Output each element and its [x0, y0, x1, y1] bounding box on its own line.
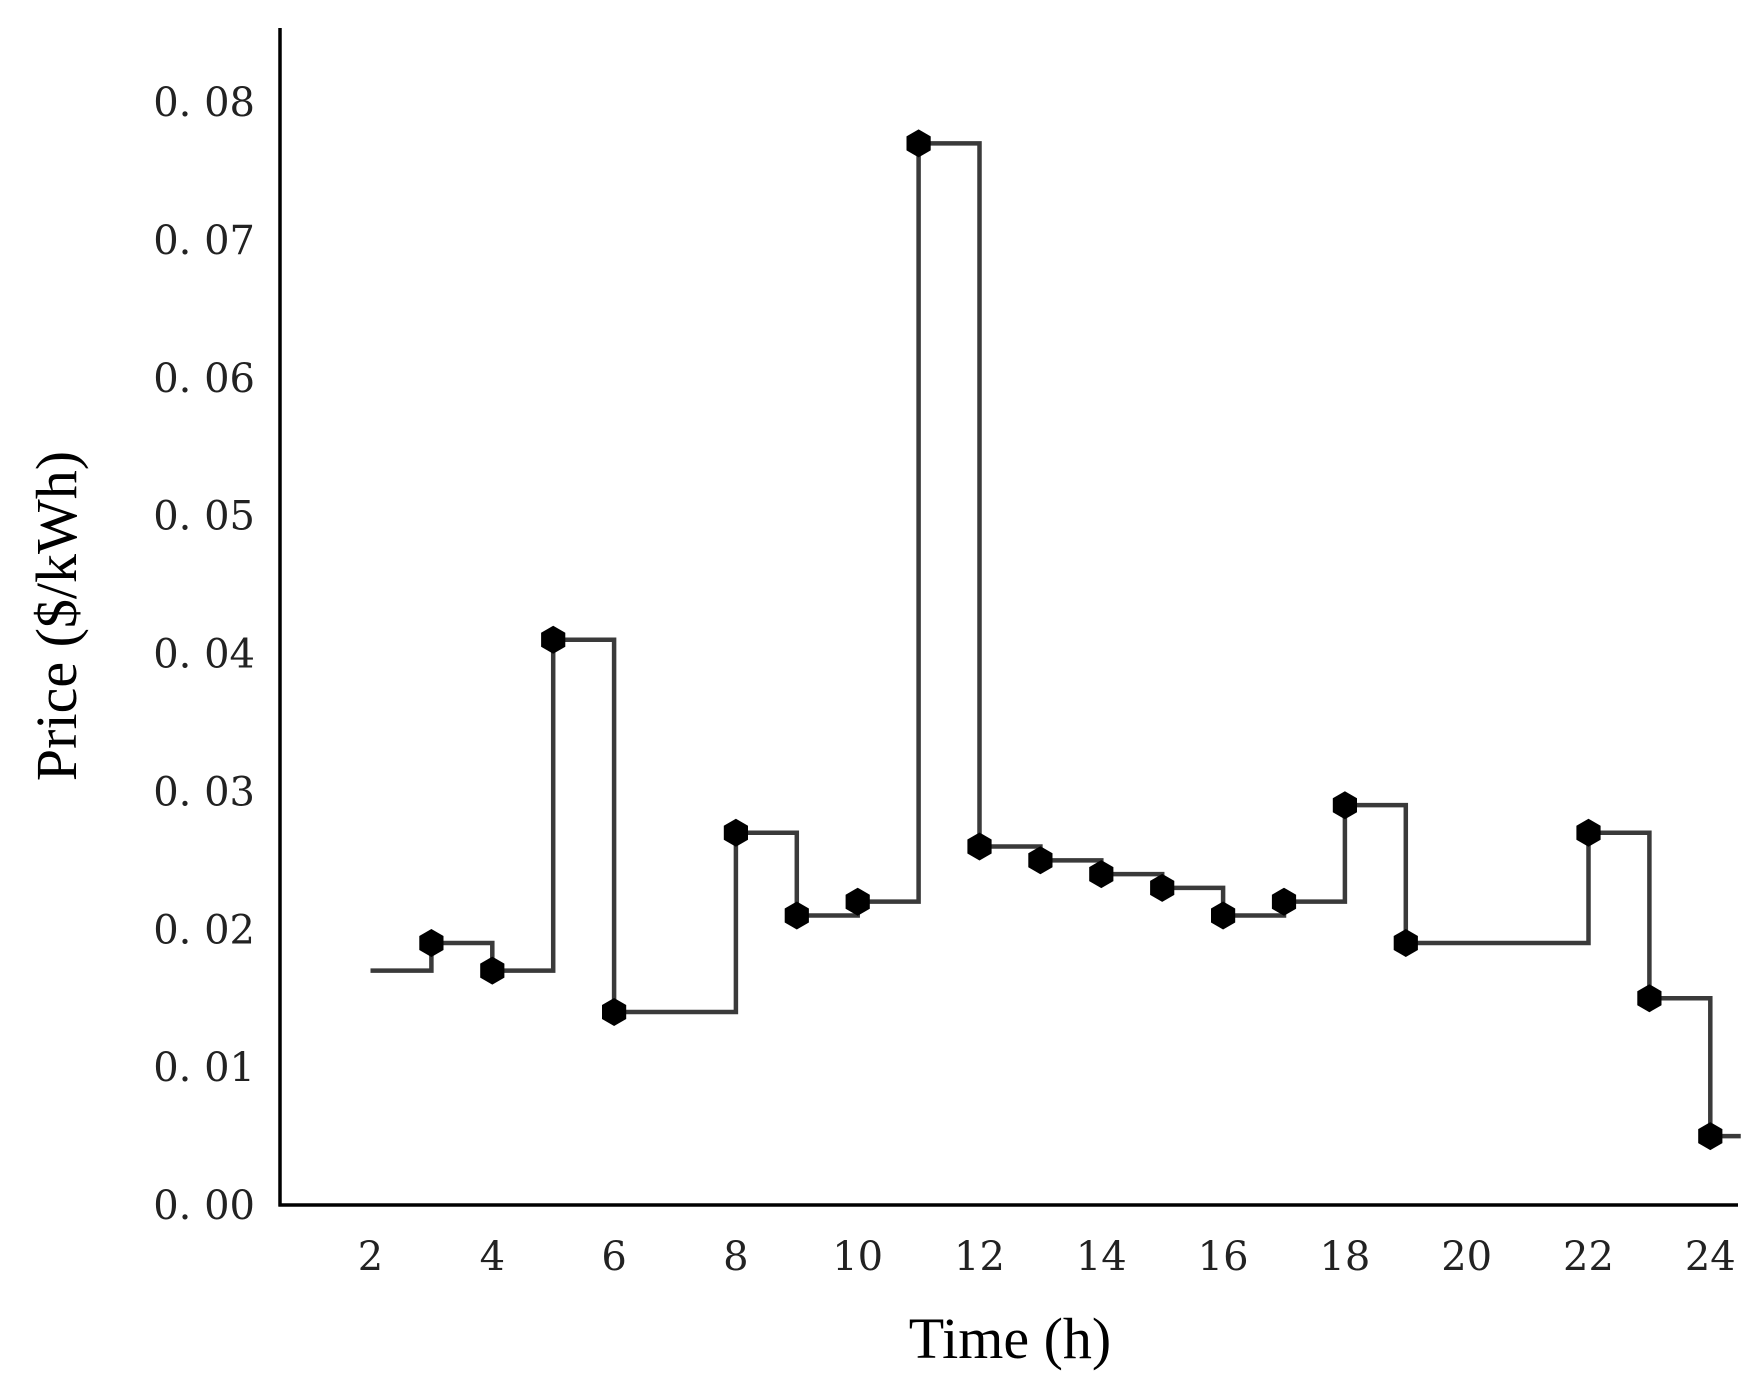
data-point-marker [1576, 818, 1601, 847]
y-tick-label: 0. 01 [153, 1045, 255, 1091]
x-tick-label: 4 [480, 1234, 505, 1280]
y-tick-label: 0. 08 [153, 80, 255, 126]
x-tick-label: 6 [601, 1234, 626, 1280]
x-tick-label: 12 [954, 1234, 1005, 1280]
series-layer [370, 141, 1741, 1139]
x-tick-label: 22 [1563, 1234, 1614, 1280]
data-point-marker [845, 887, 870, 916]
data-point-marker [1271, 887, 1297, 916]
x-tick-label: 10 [832, 1234, 883, 1280]
data-point-marker [602, 998, 627, 1026]
y-tick-label: 0. 00 [153, 1183, 255, 1229]
x-tick-label: 24 [1685, 1234, 1736, 1280]
data-point-marker [1150, 873, 1175, 902]
y-tick-label: 0. 06 [153, 356, 255, 402]
data-point-marker [1211, 901, 1236, 930]
marker-layer [419, 129, 1723, 1151]
y-tick-label: 0. 05 [153, 494, 255, 540]
data-point-marker [1089, 860, 1114, 889]
data-point-marker [541, 625, 566, 654]
price-series-line [370, 141, 1741, 1139]
x-tick-label: 14 [1076, 1234, 1127, 1280]
y-tick-label: 0. 04 [153, 632, 255, 678]
x-tick-label: 8 [723, 1234, 748, 1280]
y-tick-label: 0. 02 [153, 907, 255, 953]
data-point-marker [1698, 1122, 1723, 1151]
data-point-marker [1332, 791, 1357, 820]
y-tick-labels: 0. 00 0. 01 0. 02 0. 03 0. 04 0. 05 0. 06 0. 07… [153, 80, 255, 1229]
y-tick-label: 0. 07 [153, 218, 255, 264]
data-point-marker [1393, 929, 1418, 957]
y-axis-title: Price ($/kWh) [24, 451, 89, 781]
data-point-marker [784, 901, 809, 930]
data-point-marker [419, 929, 444, 957]
data-point-marker [906, 129, 931, 158]
data-point-marker [967, 832, 992, 861]
x-tick-label: 18 [1319, 1234, 1370, 1280]
x-tick-label: 2 [358, 1234, 383, 1280]
data-point-marker [480, 956, 505, 985]
x-tick-labels: 2 4 6 8 10 12 14 16 18 20 22 24 [358, 1234, 1736, 1280]
data-point-marker [1637, 984, 1662, 1013]
data-point-marker [1028, 846, 1053, 875]
y-tick-label: 0. 03 [153, 769, 255, 815]
x-tick-label: 20 [1441, 1234, 1492, 1280]
x-tick-label: 16 [1198, 1234, 1249, 1280]
x-axis-title: Time (h) [909, 1306, 1112, 1371]
data-point-marker [723, 818, 748, 847]
